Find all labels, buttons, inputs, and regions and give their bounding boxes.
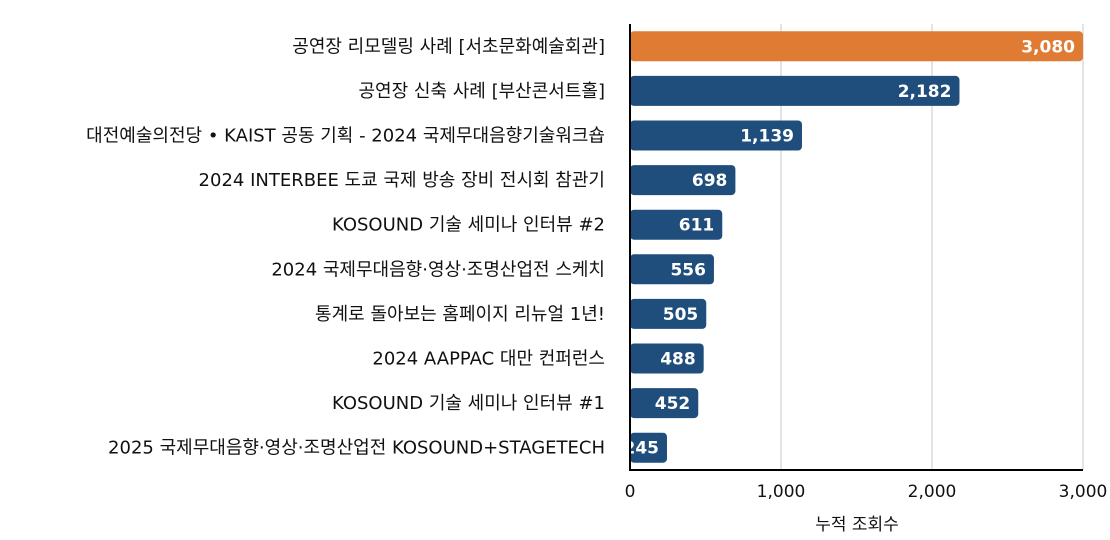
value-label: 452	[655, 394, 691, 414]
axes	[629, 24, 1083, 471]
bar	[630, 165, 736, 196]
x-tick-label: 2,000	[908, 482, 957, 502]
category-label: 2024 AAPPAC 대만 컨퍼런스	[372, 349, 605, 370]
value-label: 3,080	[1021, 37, 1075, 57]
value-label: 505	[663, 305, 699, 325]
value-label: 1,139	[740, 127, 794, 147]
value-label: 556	[670, 260, 706, 280]
category-label: 2024 국제무대음향·영상·조명산업전 스케치	[271, 259, 605, 280]
value-label: 611	[679, 216, 715, 236]
bar	[630, 432, 667, 463]
category-label: 공연장 리모델링 사례 [서초문화예술회관]	[292, 36, 605, 57]
bar	[630, 388, 699, 419]
value-label: 245	[623, 439, 659, 459]
x-tick-label: 0	[625, 482, 636, 502]
bar	[630, 209, 723, 240]
x-tick-labels: 0 1,000 2,000 3,000	[625, 482, 1108, 502]
value-label: 488	[660, 350, 696, 370]
x-tick-label: 3,000	[1059, 482, 1108, 502]
value-label: 2,182	[898, 82, 952, 102]
category-label: 통계로 돌아보는 홈페이지 리뉴얼 1년!	[315, 304, 605, 325]
bar	[630, 31, 1083, 62]
bar	[630, 254, 714, 285]
x-axis-title: 누적 조회수	[815, 515, 899, 535]
category-label: 2024 INTERBEE 도쿄 국제 방송 장비 전시회 참관기	[199, 170, 605, 191]
x-tick-label: 1,000	[757, 482, 806, 502]
value-labels: 3,080 2,182 1,139 698 611 556 505 488 452 245	[623, 37, 1075, 458]
bar	[630, 343, 704, 374]
category-label: 대전예술의전당 • KAIST 공동 기획 - 2024 국제무대음향기술워크숍	[86, 126, 605, 147]
category-labels: 공연장 리모델링 사례 [서초문화예술회관] 공연장 신축 사례 [부산콘서트홀]…	[86, 36, 605, 458]
value-label: 698	[692, 171, 728, 191]
category-label: 공연장 신축 사례 [부산콘서트홀]	[359, 81, 606, 102]
bar	[630, 120, 802, 151]
bars	[630, 31, 1083, 463]
bar	[630, 298, 707, 329]
category-label: 2025 국제무대음향·영상·조명산업전 KOSOUND+STAGETECH	[108, 438, 605, 459]
category-label: KOSOUND 기술 세미나 인터뷰 #2	[332, 215, 605, 236]
category-label: KOSOUND 기술 세미나 인터뷰 #1	[332, 393, 605, 414]
bar	[630, 75, 960, 106]
